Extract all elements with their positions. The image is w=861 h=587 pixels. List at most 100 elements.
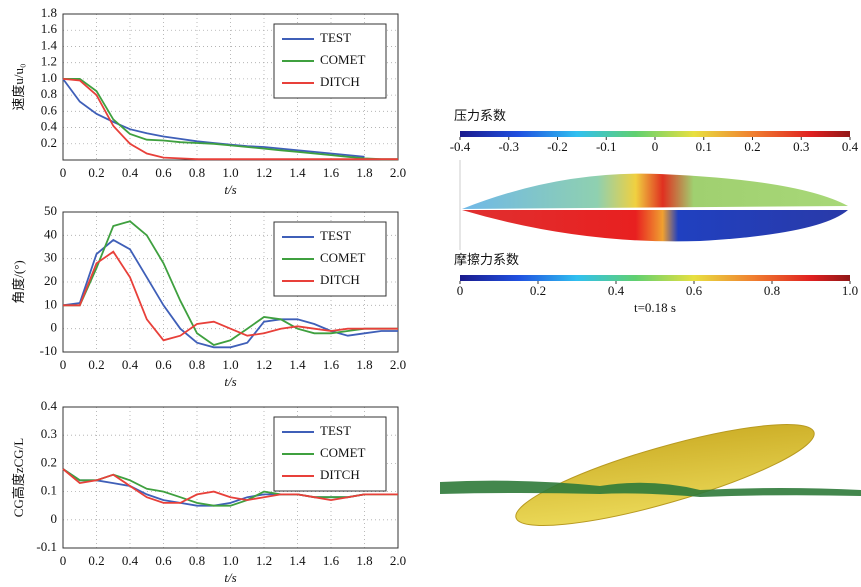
x-tick-label: 2.0 [390,357,406,372]
y-tick-label: -10 [40,343,57,358]
y-tick-label: 0 [51,320,58,335]
x-axis-label: t/s [224,374,236,389]
x-tick-label: 1.6 [323,553,340,568]
x-tick-label: 1.0 [222,165,238,180]
series-line [62,468,398,507]
x-tick-label: 0 [60,165,67,180]
y-tick-label: 1.0 [41,70,57,85]
x-tick-label: 1.8 [356,553,372,568]
plot-frame [62,406,399,549]
x-tick-label: 1.4 [289,165,306,180]
y-axis-label: 速度u/u₀ [11,63,26,110]
legend-label: DITCH [320,467,360,482]
colorbar-tick-label: 0.3 [793,139,809,154]
x-tick-label: 2.0 [390,553,406,568]
x-axis-label: t/s [224,182,236,197]
x-tick-label: 0 [60,553,67,568]
series-line [62,238,398,349]
colorbar-tick-label: 0.6 [686,283,703,298]
series-line [62,468,398,504]
x-tick-label: 0.4 [122,553,139,568]
series-line [63,78,398,161]
legend-label: TEST [320,30,351,45]
colorbar-tick-label: 0 [652,139,659,154]
x-tick-label: 0.8 [189,165,205,180]
y-tick-label: -0.1 [36,539,57,554]
y-tick-label: 30 [44,250,57,265]
series-line [63,250,398,342]
series-line [62,78,398,161]
x-tick-label: 0.2 [88,553,104,568]
caption: t=0.18 s [634,300,676,315]
x-tick-label: 0.2 [88,165,104,180]
x-tick-label: 1.8 [356,357,372,372]
colorbar [460,275,850,281]
x-tick-label: 1.2 [256,357,272,372]
legend-label: DITCH [320,272,360,287]
y-tick-label: 0.2 [41,454,57,469]
colorbar-title: 摩擦力系数 [454,252,519,267]
x-tick-label: 1.0 [222,357,238,372]
y-tick-label: 0.3 [41,426,57,441]
colorbar [460,131,850,137]
colorbar-tick-label: 0.1 [696,139,712,154]
series-line [63,220,398,346]
x-tick-label: 0.8 [189,553,205,568]
x-tick-label: 0.6 [155,553,172,568]
colorbar-tick-label: 0.2 [530,283,546,298]
y-tick-label: 1.8 [41,5,57,20]
x-tick-label: 1.0 [222,553,238,568]
x-tick-label: 2.0 [390,165,406,180]
legend-label: COMET [320,445,366,460]
colorbar-tick-label: 0.8 [764,283,780,298]
x-tick-label: 0.8 [189,357,205,372]
y-tick-label: 0.8 [41,86,57,101]
x-tick-label: 0.6 [155,357,172,372]
y-tick-label: 0.2 [41,135,57,150]
x-tick-label: 0.4 [122,165,139,180]
colorbar-tick-label: -0.4 [450,139,471,154]
y-tick-label: 1.6 [41,21,58,36]
plot-frame [62,211,399,353]
y-tick-label: 1.2 [41,54,57,69]
colorbar-title: 压力系数 [454,108,506,123]
colorbar-tick-label: 1.0 [842,283,858,298]
x-tick-label: 0.4 [122,357,139,372]
y-tick-label: 0 [51,511,58,526]
y-tick-label: 0.6 [41,102,58,117]
colorbar-tick-label: 0 [457,283,464,298]
y-axis-label: CG高度zCG/L [11,438,26,518]
x-tick-label: 1.6 [323,165,340,180]
x-tick-label: 0 [60,357,67,372]
y-tick-label: 40 [44,226,57,241]
y-tick-label: 1.4 [41,37,58,52]
x-tick-label: 1.6 [323,357,340,372]
legend-label: COMET [320,250,366,265]
y-tick-label: 0.1 [41,483,57,498]
x-tick-label: 0.2 [88,357,104,372]
colorbar-tick-label: 0.2 [744,139,760,154]
legend-label: COMET [320,52,366,67]
x-tick-label: 1.4 [289,357,306,372]
x-tick-label: 1.2 [256,165,272,180]
colorbar-tick-label: 0.4 [842,139,859,154]
ditching-render [440,424,861,526]
x-tick-label: 0.6 [155,165,172,180]
y-tick-label: 0.4 [41,398,58,413]
colorbar-tick-label: -0.2 [547,139,568,154]
x-tick-label: 1.2 [256,553,272,568]
colorbar-tick-label: 0.4 [608,283,625,298]
legend-label: TEST [320,228,351,243]
colorbar-tick-label: -0.3 [498,139,519,154]
y-tick-label: 20 [44,273,57,288]
x-tick-label: 1.4 [289,553,306,568]
hull-pressure-render [459,160,848,250]
x-axis-label: t/s [224,570,236,585]
y-tick-label: 0.4 [41,119,58,134]
legend-label: TEST [320,423,351,438]
y-tick-label: 10 [44,296,57,311]
y-tick-label: 50 [44,203,57,218]
colorbar-tick-label: -0.1 [596,139,617,154]
legend-label: DITCH [320,74,360,89]
